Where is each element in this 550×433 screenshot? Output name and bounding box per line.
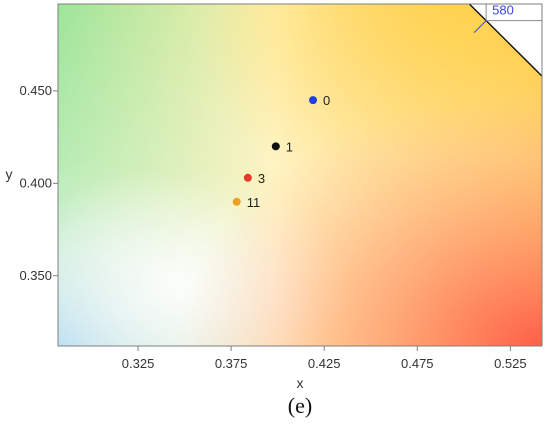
data-point-1 [271,142,280,151]
plot-frame [57,3,543,347]
data-point-label-0: 0 [323,93,330,108]
chromaticity-background [58,4,542,346]
y-axis-title: y [6,166,13,182]
spectral-locus-line [468,3,543,77]
x-tick-label: 0.525 [494,356,527,371]
data-point-0 [309,96,318,105]
locus-leader-line [473,20,487,33]
data-point-label-11: 11 [247,195,261,210]
x-axis: 0.325 0.375 0.425 0.475 0.525 [122,346,527,371]
data-point-3 [243,173,252,182]
x-axis-title: x [297,375,304,391]
y-tick-label: 0.350 [19,268,52,283]
x-tick-label: 0.475 [401,356,434,371]
data-point-11 [232,197,241,206]
data-point-label-3: 3 [258,171,265,186]
y-tick-label: 0.450 [19,83,52,98]
panel-label: (e) [287,393,313,418]
y-tick-label: 0.400 [19,175,52,190]
y-axis: 0.350 0.400 0.450 [19,83,58,283]
x-tick-label: 0.425 [308,356,341,371]
spectral-locus: 580 [468,3,543,77]
locus-wavelength-label: 580 [492,3,514,18]
data-point-label-1: 1 [286,139,293,154]
data-points: 0 1 3 11 [232,93,330,210]
x-tick-label: 0.375 [215,356,248,371]
x-tick-label: 0.325 [122,356,155,371]
